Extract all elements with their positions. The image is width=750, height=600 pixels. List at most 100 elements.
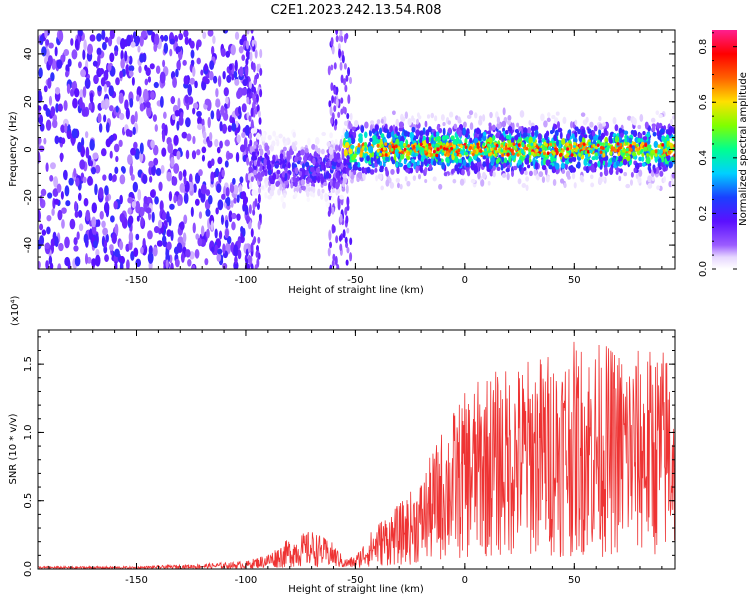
spectrogram-cell <box>594 152 598 157</box>
spectrogram-cell <box>316 175 321 184</box>
spectrogram-cell <box>346 246 350 254</box>
spectrogram-cell <box>450 168 455 175</box>
spectrogram-cell <box>571 172 576 180</box>
spectrogram-cell <box>192 66 196 77</box>
spectrogram-cell <box>110 215 115 223</box>
spectrogram-cell <box>646 152 650 157</box>
spectrogram-cell <box>326 141 331 147</box>
spectrogram-cell <box>432 176 437 182</box>
spectrogram-cell <box>441 152 445 156</box>
spectrogram-cell <box>70 38 74 46</box>
spectrogram-cell <box>528 136 533 145</box>
spectrogram-cell <box>217 156 223 165</box>
spectrogram-cell <box>528 151 532 156</box>
spectrogram-cell <box>646 156 651 165</box>
spectrogram-cell <box>74 256 81 267</box>
spectrogram-cell <box>538 147 543 152</box>
spectrogram-cell <box>396 166 400 175</box>
spectrogram-cell <box>180 252 185 263</box>
spectrogram-cell <box>659 170 664 177</box>
spectrogram-cell <box>219 140 223 149</box>
spectrogram-cell <box>176 60 181 70</box>
spectrogram-cell <box>349 237 353 246</box>
spectrogram-cell <box>275 180 281 186</box>
spectrogram-cell <box>220 105 225 116</box>
spectrogram-cell <box>252 189 256 195</box>
spectrogram-cell <box>124 50 128 62</box>
spectrogram-cell <box>128 55 133 65</box>
spectrogram-cell <box>443 172 448 177</box>
spectrogram-cell <box>204 78 210 85</box>
spectrogram-cell <box>474 132 477 140</box>
spectrogram-cell <box>494 153 498 157</box>
spectrogram-cell <box>340 35 344 43</box>
spectrogram-cell <box>225 96 229 105</box>
colorbar-tick-label: 0.6 <box>698 94 709 110</box>
spectrogram-x-tick-label: -100 <box>235 275 258 286</box>
spectrogram-cell <box>601 142 605 146</box>
spectrogram-cell <box>376 143 380 148</box>
spectrogram-cell <box>574 119 578 126</box>
spectrogram-x-tick-label: -50 <box>347 275 363 286</box>
spectrogram-cell <box>53 198 60 205</box>
spectrogram-cell <box>625 183 631 189</box>
spectrogram-cell <box>398 127 403 132</box>
spectrogram-cell <box>489 152 493 156</box>
spectrogram-cell <box>396 182 400 189</box>
spectrogram-cell <box>428 145 432 150</box>
spectrogram-cell <box>556 138 559 147</box>
spectrogram-cell <box>206 228 210 239</box>
spectrogram-cell <box>329 241 333 249</box>
spectrogram-cell <box>172 76 177 89</box>
spectrogram-cell <box>171 113 176 121</box>
spectrogram-cell <box>215 207 219 215</box>
spectrogram-cell <box>525 176 530 182</box>
spectrogram-cell <box>258 213 262 220</box>
spectrogram-cell <box>311 143 316 150</box>
spectrogram-cell <box>163 42 169 54</box>
spectrogram-cell <box>436 147 440 152</box>
spectrogram-cell <box>604 160 608 167</box>
spectrogram-cell <box>153 226 160 234</box>
spectrogram-cell <box>210 158 215 166</box>
spectrogram-cell <box>139 53 145 63</box>
spectrogram-cell <box>272 172 277 181</box>
spectrogram-cell <box>128 215 134 225</box>
spectrogram-cell <box>668 151 672 155</box>
spectrogram-cell <box>364 146 368 153</box>
spectrogram-cell <box>642 130 646 136</box>
spectrogram-cell <box>409 131 415 139</box>
spectrogram-cell <box>91 216 97 228</box>
spectrogram-cell <box>109 30 115 40</box>
spectrogram-cell <box>78 61 82 69</box>
spectrogram-cell <box>384 142 388 146</box>
spectrogram-cell <box>190 49 195 59</box>
spectrogram-cell <box>507 125 513 132</box>
spectrogram-cell <box>210 45 215 56</box>
spectrogram-cell <box>284 169 288 174</box>
spectrogram-cell <box>73 168 77 178</box>
spectrogram-cell <box>262 132 266 138</box>
spectrogram-cell <box>250 228 254 238</box>
spectrogram-cell <box>342 229 346 239</box>
spectrogram-cell <box>637 124 642 130</box>
spectrogram-cell <box>159 71 166 84</box>
spectrogram-cell <box>238 184 243 194</box>
spectrogram-cell <box>336 162 341 168</box>
spectrogram-cell <box>656 185 661 190</box>
spectrogram-cell <box>580 150 584 155</box>
spectrogram-cell <box>41 46 47 57</box>
spectrogram-cell <box>88 102 93 111</box>
spectrogram-cell <box>427 153 431 157</box>
spectrogram-cell <box>182 169 187 178</box>
spectrogram-cell <box>163 34 169 42</box>
spectrogram-cell <box>121 166 126 174</box>
spectrogram-cell <box>253 169 257 176</box>
spectrogram-cell <box>125 63 129 76</box>
spectrogram-cell <box>416 118 420 125</box>
spectrogram-cell <box>553 123 558 130</box>
spectrogram-cell <box>252 86 256 94</box>
spectrogram-cell <box>654 155 658 163</box>
spectrogram-cell <box>149 189 156 198</box>
spectrogram-cell <box>74 201 78 211</box>
